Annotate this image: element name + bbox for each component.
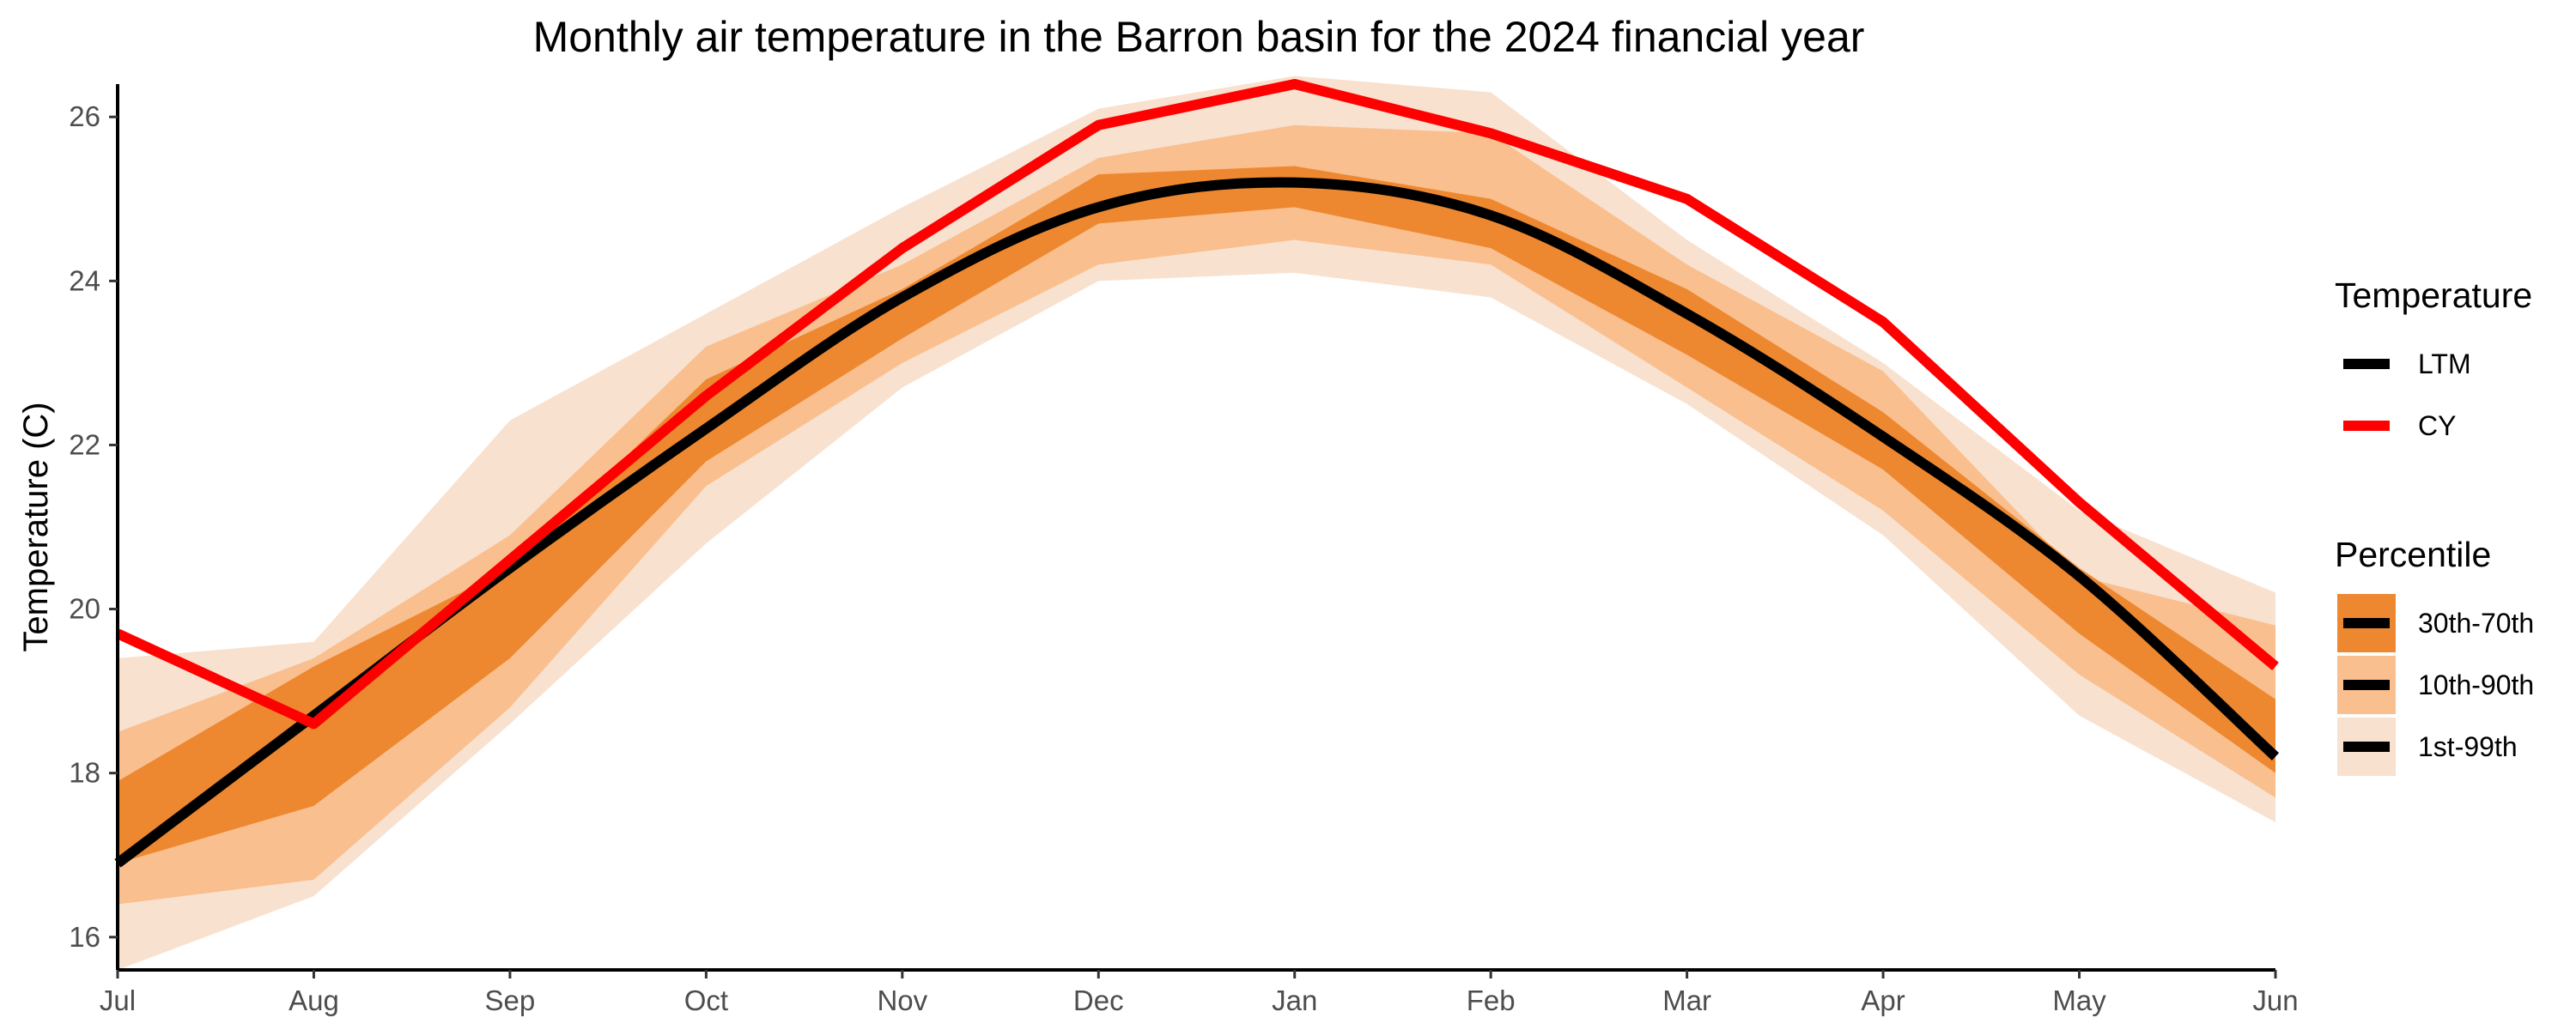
y-tick-label: 20 [69,593,100,625]
x-tick-label: Aug [289,985,339,1016]
y-tick-label: 24 [69,264,100,296]
x-tick-label: Apr [1861,985,1905,1016]
y-axis-ticks: 16 18 20 22 24 26 [69,100,118,953]
legend-title-temperature: Temperature [2335,276,2532,315]
percentile-bands [118,76,2275,970]
x-tick-label: Dec [1073,985,1124,1016]
x-tick-label: Mar [1662,985,1711,1016]
legend-label-30th-70th: 30th-70th [2418,608,2534,639]
legend: Temperature LTM CY Percentile 30th-70th 10… [2335,276,2534,776]
x-tick-label: Nov [877,985,927,1016]
y-axis-title: Temperature (C) [17,402,55,651]
series-line-cy [115,79,2279,730]
legend-temperature-items: LTM CY [2343,348,2471,441]
legend-title-percentile: Percentile [2335,535,2491,574]
x-tick-label: Feb [1467,985,1516,1016]
x-tick-label: Jun [2252,985,2298,1016]
x-axis-ticks: Jul Aug Sep Oct Nov Dec Jan Feb Mar Apr May Jun [100,970,2299,1016]
y-tick-label: 16 [69,921,100,953]
legend-label-1st-99th: 1st-99th [2418,731,2518,762]
y-tick-label: 26 [69,100,100,132]
x-tick-label: Jul [100,985,136,1016]
x-tick-label: Jan [1272,985,1317,1016]
legend-label-ltm: LTM [2418,348,2471,379]
x-tick-label: Sep [485,985,536,1016]
x-tick-label: Oct [684,985,728,1016]
series-lines [114,79,2280,868]
legend-label-cy: CY [2418,410,2456,441]
y-tick-label: 18 [69,757,100,789]
legend-percentile-items: 30th-70th 10th-90th 1st-99th [2337,594,2534,776]
y-tick-label: 22 [69,428,100,460]
x-tick-label: May [2052,985,2106,1016]
band-10th-90th [118,124,2275,905]
legend-label-10th-90th: 10th-90th [2418,670,2534,700]
chart-title: Monthly air temperature in the Barron ba… [533,13,1865,61]
